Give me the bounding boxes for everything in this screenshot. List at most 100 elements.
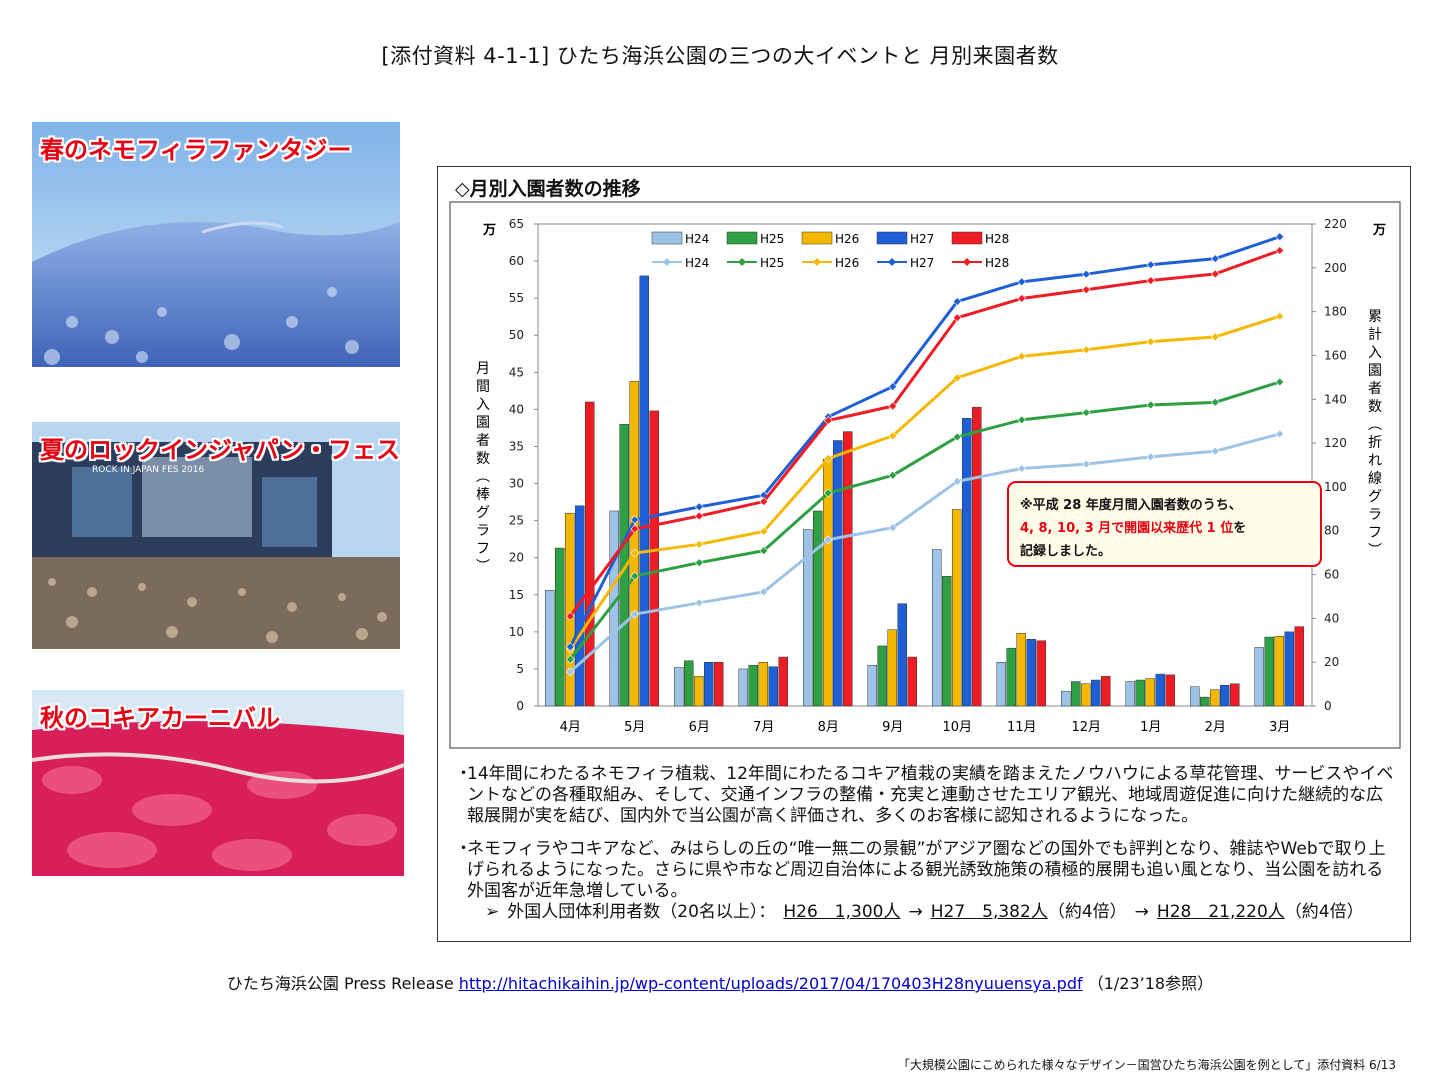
point-H27-1月 <box>1146 260 1156 270</box>
point-H28-4月 <box>565 611 575 621</box>
legend-bar-H24 <box>651 231 683 245</box>
note-bullet: ・ <box>455 764 472 784</box>
line-H25 <box>569 380 1281 661</box>
point-H26-12月 <box>1081 345 1091 355</box>
bar-H24-6月 <box>674 667 684 707</box>
point-H25-3月 <box>1275 377 1285 387</box>
point-H25-6月 <box>694 558 704 568</box>
bar-H28-10月 <box>972 406 982 707</box>
bar-H24-10月 <box>932 549 942 707</box>
point-H28-8月 <box>823 416 833 425</box>
right-tick-label: 220 <box>1324 217 1347 231</box>
point-H27-12月 <box>1081 269 1091 279</box>
bar-H25-6月 <box>684 660 694 707</box>
point-H24-9月 <box>888 523 898 533</box>
source-line: ひたち海浜公園 Press Release http://hitachikaih… <box>0 970 1440 994</box>
point-H25-4月 <box>565 654 575 664</box>
bar-H27-8月 <box>833 440 843 707</box>
legend-bar-H28 <box>951 231 983 245</box>
bar-H26-9月 <box>887 629 897 707</box>
left-tick-label: 35 <box>509 439 524 453</box>
note-2-text: ネモフィラやコキアなど、みはらしの丘の“唯一無二の景観”がアジア圏などの国外でも… <box>467 839 1386 901</box>
point-H28-2月 <box>1210 269 1220 279</box>
point-H25-2月 <box>1210 397 1220 407</box>
legend-bar-H27 <box>876 231 908 245</box>
bar-H26-4月 <box>565 512 575 707</box>
right-tick-label: 160 <box>1324 348 1347 362</box>
bar-H27-7月 <box>768 666 778 707</box>
chart-frame <box>449 201 1401 749</box>
line-H28 <box>569 249 1281 618</box>
point-H26-3月 <box>1275 311 1285 321</box>
left-tick-label: 60 <box>509 254 524 268</box>
foreign-ratio-2: （約4倍） <box>1284 902 1364 922</box>
arrow-icon: → <box>1134 902 1149 922</box>
bar-H28-11月 <box>1036 640 1046 707</box>
foreign-ratio-1: （約4倍） <box>1047 902 1127 922</box>
left-tick-label: 0 <box>516 699 524 713</box>
bar-H25-2月 <box>1200 696 1210 707</box>
bar-H27-10月 <box>962 418 972 707</box>
bar-H26-7月 <box>758 661 768 707</box>
point-H28-3月 <box>1275 246 1285 255</box>
category-label: 7月 <box>753 720 774 735</box>
point-H24-5月 <box>630 609 640 619</box>
point-H25-8月 <box>823 488 833 498</box>
bar-H26-3月 <box>1274 636 1284 707</box>
kochia-field-image <box>32 690 404 876</box>
left-tick-label: 10 <box>509 625 524 639</box>
point-H28-1月 <box>1146 276 1156 285</box>
bar-H24-12月 <box>1061 690 1071 707</box>
point-H28-10月 <box>952 313 962 323</box>
right-tick-label: 80 <box>1324 524 1339 538</box>
legend-bar-label: H24 <box>685 232 709 246</box>
category-label: 4月 <box>560 720 581 735</box>
bar-H25-12月 <box>1071 681 1081 707</box>
source-label: ひたち海浜公園 Press Release <box>226 974 454 993</box>
foreign-visitors-line: ➢ 外国人団体利用者数（20名以上）： H26 1,300人 → H27 5,3… <box>485 902 1395 923</box>
legend-line-label: H25 <box>760 256 784 270</box>
bar-H28-7月 <box>778 656 788 707</box>
point-H27-9月 <box>888 382 898 391</box>
legend-bar-H25 <box>726 231 758 245</box>
left-tick-label: 65 <box>509 217 524 231</box>
bar-H26-1月 <box>1145 678 1155 707</box>
bar-H25-7月 <box>748 664 758 707</box>
monthly-visitors-chart: 0 5 10 15 20 25 30 35 40 45 50 55 60 65 0 20 40 60 80 100 12… <box>449 201 1401 749</box>
right-tick-label: 200 <box>1324 261 1347 275</box>
note-1-text: 14年間にわたるネモフィラ植栽、12年間にわたるコキア植栽の実績を踏まえたノウハ… <box>467 764 1394 826</box>
bar-H24-2月 <box>1190 686 1200 707</box>
point-H28-11月 <box>1017 294 1027 303</box>
line-H26 <box>569 314 1281 650</box>
right-tick-label: 20 <box>1324 655 1339 669</box>
point-H27-11月 <box>1017 277 1027 287</box>
category-label: 12月 <box>1071 720 1101 735</box>
category-label: 9月 <box>882 720 903 735</box>
point-H26-8月 <box>823 454 833 463</box>
bar-H25-10月 <box>942 575 952 707</box>
bar-H26-2月 <box>1210 689 1220 707</box>
bar-H28-5月 <box>649 410 659 707</box>
bar-H25-9月 <box>877 645 887 707</box>
bar-H24-3月 <box>1254 647 1264 707</box>
category-label: 10月 <box>942 720 972 735</box>
bar-H27-3月 <box>1284 631 1294 707</box>
legend-bar-label: H25 <box>760 232 784 246</box>
annotation-box <box>1007 481 1322 567</box>
source-link[interactable]: http://hitachikaihin.jp/wp-content/uploa… <box>458 974 1083 993</box>
foreign-h28: H28 21,220人 <box>1156 902 1285 922</box>
point-H26-7月 <box>759 526 769 536</box>
point-H26-10月 <box>952 373 962 383</box>
bar-H25-4月 <box>555 547 565 707</box>
bar-H24-7月 <box>738 668 748 707</box>
legend-marker-H24 <box>663 258 671 266</box>
legend-marker-H28 <box>963 258 971 266</box>
right-tick-label: 100 <box>1324 480 1347 494</box>
point-H27-5月 <box>630 515 640 525</box>
point-H25-10月 <box>952 432 962 442</box>
legend-marker-H27 <box>888 258 896 266</box>
left-tick-label: 50 <box>509 328 524 342</box>
point-H28-7月 <box>759 497 769 507</box>
bar-H26-5月 <box>629 380 639 707</box>
point-H27-10月 <box>952 297 962 306</box>
